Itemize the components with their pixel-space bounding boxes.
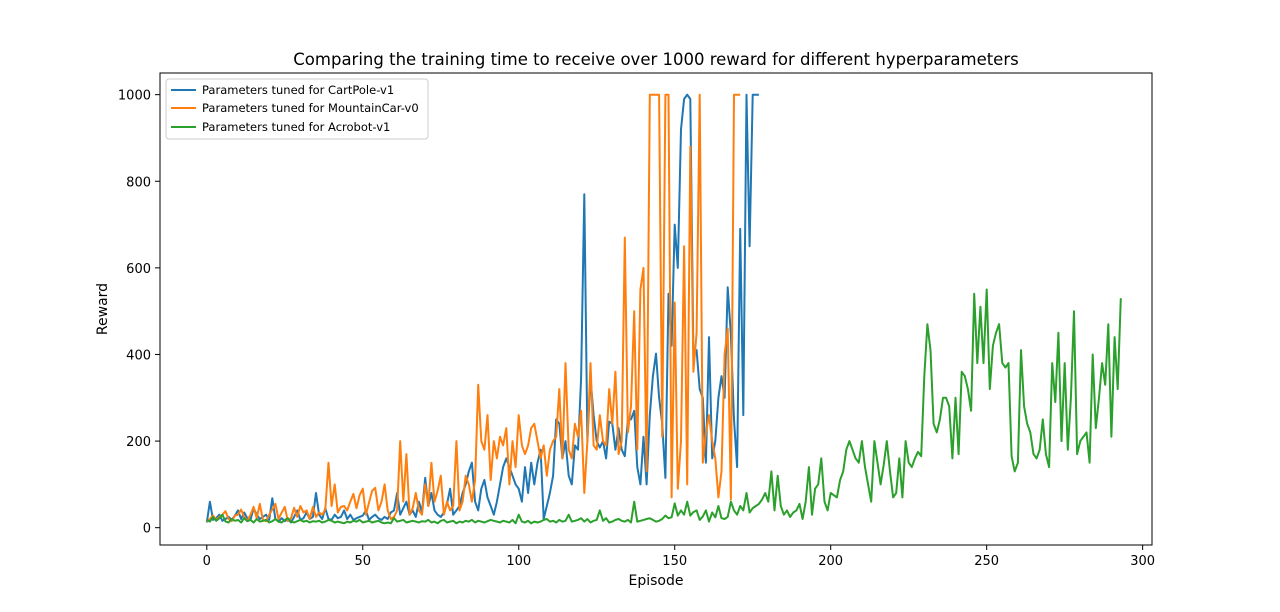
x-tick-label: 100 [506, 554, 531, 569]
x-tick-label: 150 [662, 554, 687, 569]
y-axis-label: Reward [95, 283, 111, 335]
y-tick-label: 600 [126, 262, 151, 277]
y-tick-label: 0 [143, 522, 151, 537]
x-tick-label: 50 [354, 554, 371, 569]
y-tick-label: 800 [126, 175, 151, 190]
series-line-mountaincar [206, 93, 741, 523]
x-tick-label: 0 [203, 554, 211, 569]
plot-area [160, 73, 1152, 545]
series-layer [205, 93, 1122, 525]
x-tick-label: 250 [974, 554, 999, 569]
legend: Parameters tuned for CartPole-v1 Paramet… [165, 78, 429, 140]
y-tick-label: 400 [126, 348, 151, 363]
chart-title: Comparing the training time to receive o… [293, 50, 1018, 69]
legend-label-cartpole: Parameters tuned for CartPole-v1 [202, 83, 394, 97]
x-tick-label: 200 [818, 554, 843, 569]
legend-label-mountaincar: Parameters tuned for MountainCar-v0 [202, 101, 419, 115]
x-axis-label: Episode [629, 573, 684, 589]
y-tick-label: 200 [126, 435, 151, 450]
series-line-acrobot [206, 288, 1122, 525]
y-tick-label: 1000 [118, 89, 151, 104]
legend-frame [165, 78, 429, 140]
series-line-cartpole [205, 93, 759, 524]
plot-frame [159, 72, 1153, 546]
legend-label-acrobot: Parameters tuned for Acrobot-v1 [202, 120, 390, 134]
axes-layer: 0 50 100 150 200 250 300 0 200 400 600 800 1000 [118, 89, 1155, 569]
x-tick-label: 300 [1130, 554, 1155, 569]
